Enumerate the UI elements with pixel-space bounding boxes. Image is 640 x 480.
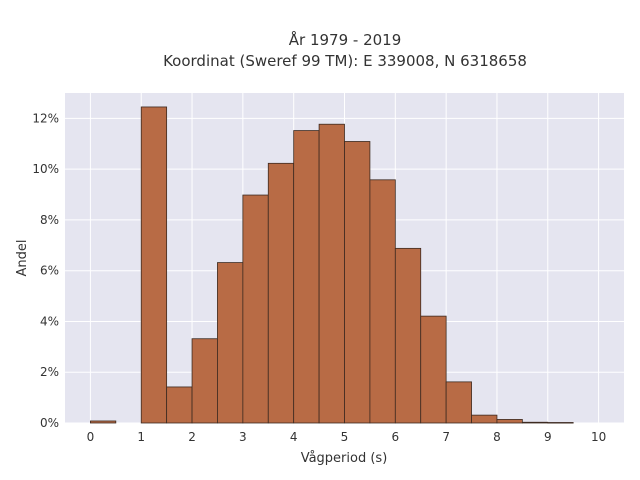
histogram-bar xyxy=(496,419,523,424)
histogram-bar xyxy=(318,123,345,424)
histogram-bar xyxy=(471,414,498,424)
histogram-bar xyxy=(369,179,396,424)
x-tick-label: 2 xyxy=(188,430,196,444)
histogram-bar xyxy=(191,338,218,424)
histogram-bar xyxy=(344,141,371,424)
histogram-bar xyxy=(521,421,549,424)
histogram-bar xyxy=(445,381,472,424)
histogram-bar xyxy=(420,315,447,424)
y-tick-label: 6% xyxy=(40,264,59,278)
y-tick-label: 2% xyxy=(40,365,59,379)
x-tick-label: 8 xyxy=(493,430,501,444)
histogram-bar xyxy=(90,420,117,424)
bars xyxy=(90,106,574,424)
y-tick-label: 4% xyxy=(40,314,59,328)
x-tick-label: 9 xyxy=(544,430,552,444)
x-tick-label: 6 xyxy=(391,430,399,444)
chart-title-line-1: År 1979 - 2019 xyxy=(289,30,402,49)
y-tick-labels: 0% 2% 4% 6% 8% 10% 12% xyxy=(32,111,59,430)
y-tick-label: 0% xyxy=(40,416,59,430)
x-axis-label: Vågperiod (s) xyxy=(301,451,388,466)
histogram-bar xyxy=(267,162,295,424)
x-tick-label: 0 xyxy=(87,430,95,444)
histogram-bar xyxy=(140,106,168,424)
y-tick-label: 10% xyxy=(32,162,59,176)
histogram-bar xyxy=(217,262,244,424)
histogram-bar xyxy=(166,386,193,424)
histogram-bar xyxy=(547,422,574,424)
x-tick-label: 4 xyxy=(290,430,298,444)
histogram-bar xyxy=(394,247,422,424)
x-tick-label: 7 xyxy=(442,430,450,444)
y-axis-label: Andel xyxy=(15,240,30,277)
y-tick-label: 8% xyxy=(40,213,59,227)
y-tick-label: 12% xyxy=(32,111,59,125)
histogram-bar xyxy=(293,130,320,424)
x-tick-label: 1 xyxy=(137,430,145,444)
x-tick-label: 3 xyxy=(239,430,247,444)
x-tick-label: 10 xyxy=(591,430,606,444)
chart-title-line-2: Koordinat (Sweref 99 TM): E 339008, N 63… xyxy=(163,52,527,70)
x-tick-label: 5 xyxy=(341,430,349,444)
histogram-bar xyxy=(242,194,269,424)
x-tick-labels: 0 1 2 3 4 5 6 7 8 9 10 xyxy=(87,430,607,444)
